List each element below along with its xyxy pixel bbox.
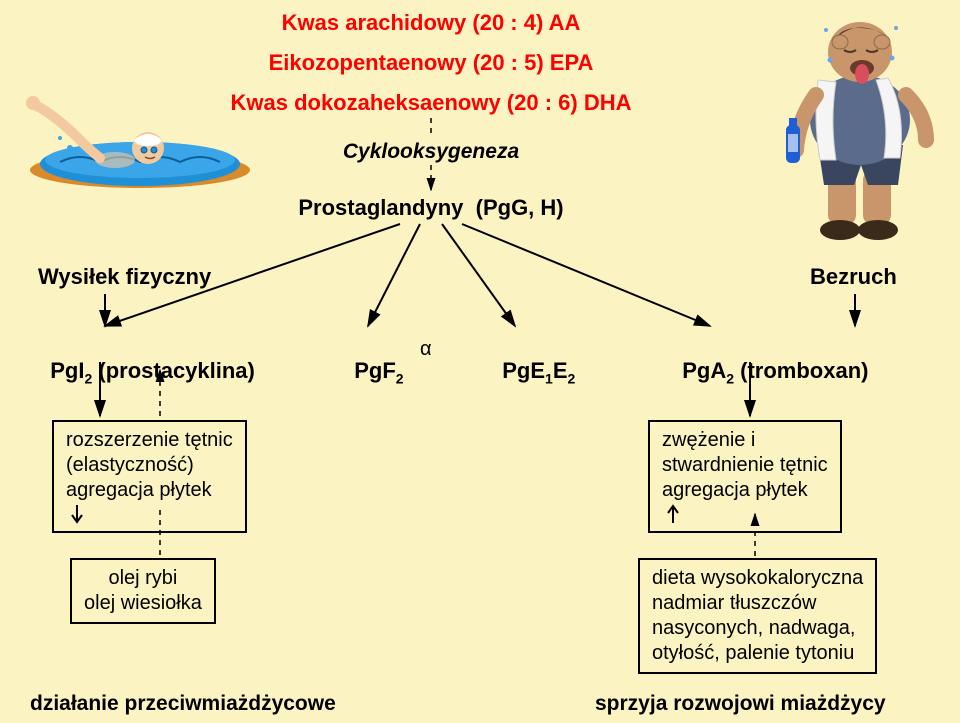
down-arrow-icon (70, 503, 84, 525)
effect-right-l2: stwardnienie tętnic (662, 453, 828, 478)
effect-left-l1: rozszerzenie tętnic (66, 428, 233, 453)
diet-left-l1: olej rybi (84, 566, 202, 591)
bottom-left-label: działanie przeciwmiażdżycowe (30, 692, 336, 716)
effect-left-l3: agregacja płytek (66, 479, 212, 501)
pge-prefix: PgE (502, 358, 545, 383)
right-header: Bezruch (810, 264, 897, 290)
effect-right-l1: zwężenie i (662, 428, 828, 453)
effect-right-l3: agregacja płytek (662, 479, 808, 501)
diet-left-l2: olej wiesiołka (84, 591, 202, 616)
effect-box-right: zwężenie i stwardnienie tętnic agregacja… (648, 420, 842, 533)
effect-left-l2: (elastyczność) (66, 453, 233, 478)
diet-right-l1: dieta wysokokaloryczna (652, 566, 863, 591)
pga2-prefix: PgA (682, 358, 726, 383)
pge-mid: E (553, 358, 568, 383)
product-label: Prostaglandyny (PgG, H) (0, 195, 862, 221)
effect-box-left: rozszerzenie tętnic (elastyczność) agreg… (52, 420, 247, 533)
pga2-tail: (tromboxan) (734, 358, 868, 383)
diet-box-right: dieta wysokokaloryczna nadmiar tłuszczów… (638, 558, 877, 674)
left-header: Wysiłek fizyczny (38, 264, 211, 290)
diet-right-l4: otyłość, palenie tytoniu (652, 641, 863, 666)
pge-sub1: 1 (545, 370, 553, 386)
title-line-2: Eikozopentaenowy (20 : 5) EPA (0, 50, 862, 76)
process-label: Cyklooksygeneza (0, 140, 862, 164)
pgf2-sub: 2 (396, 370, 404, 386)
diet-box-left: olej rybi olej wiesiołka (70, 558, 216, 624)
diet-right-l2: nadmiar tłuszczów (652, 591, 863, 616)
alpha-label: α (420, 338, 432, 361)
pgf2-prefix: PgF (354, 358, 396, 383)
diet-right-l3: nasyconych, nadwaga, (652, 616, 863, 641)
pga2-label: PgA2 (tromboxan) (670, 332, 868, 386)
pge-label: PgE1E2 (490, 332, 575, 386)
pgi2-tail: (prostacyklina) (92, 358, 255, 383)
pgf2-label: PgF2 (342, 332, 404, 386)
pga2-sub: 2 (726, 370, 734, 386)
pge-sub2: 2 (568, 370, 576, 386)
bottom-right-label: sprzyja rozwojowi miażdżycy (595, 692, 886, 716)
pgi2-prefix: PgI (50, 358, 84, 383)
title-line-3: Kwas dokozaheksaenowy (20 : 6) DHA (0, 90, 862, 116)
pgi2-label: PgI2 (prostacyklina) (38, 332, 255, 386)
title-line-1: Kwas arachidowy (20 : 4) AA (0, 10, 862, 36)
up-arrow-icon (666, 503, 680, 525)
